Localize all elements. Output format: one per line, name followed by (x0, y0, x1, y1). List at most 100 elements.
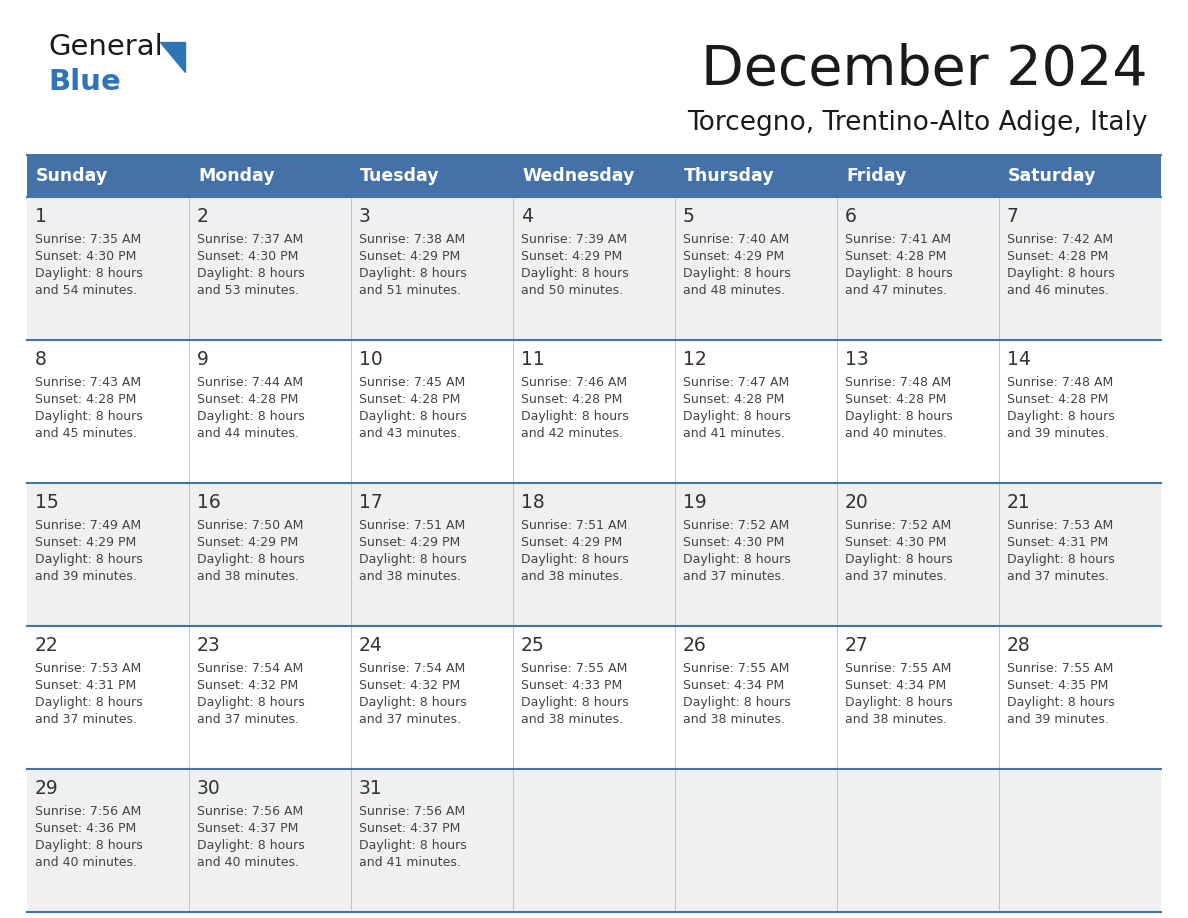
Text: Daylight: 8 hours: Daylight: 8 hours (34, 553, 143, 566)
Text: Daylight: 8 hours: Daylight: 8 hours (845, 410, 953, 423)
Text: Sunset: 4:28 PM: Sunset: 4:28 PM (197, 393, 298, 406)
Bar (999, 155, 1161, 197)
Text: Sunrise: 7:56 AM: Sunrise: 7:56 AM (34, 805, 141, 818)
Text: Daylight: 8 hours: Daylight: 8 hours (197, 696, 305, 709)
Text: and 38 minutes.: and 38 minutes. (197, 570, 299, 583)
Bar (27, 197, 1161, 340)
Text: 12: 12 (683, 350, 707, 369)
Bar (675, 155, 838, 197)
Text: 20: 20 (845, 493, 868, 512)
Text: Daylight: 8 hours: Daylight: 8 hours (1007, 553, 1114, 566)
Text: Daylight: 8 hours: Daylight: 8 hours (1007, 696, 1114, 709)
Text: and 37 minutes.: and 37 minutes. (1007, 570, 1110, 583)
Text: Sunset: 4:34 PM: Sunset: 4:34 PM (683, 679, 784, 692)
Text: 31: 31 (359, 779, 383, 798)
Text: and 42 minutes.: and 42 minutes. (522, 427, 623, 440)
Text: 25: 25 (522, 636, 545, 655)
Text: Sunrise: 7:51 AM: Sunrise: 7:51 AM (522, 519, 627, 532)
Text: Friday: Friday (846, 167, 906, 185)
Text: Sunrise: 7:49 AM: Sunrise: 7:49 AM (34, 519, 141, 532)
Text: and 38 minutes.: and 38 minutes. (359, 570, 461, 583)
Text: Daylight: 8 hours: Daylight: 8 hours (845, 267, 953, 280)
Text: Sunrise: 7:38 AM: Sunrise: 7:38 AM (359, 233, 466, 246)
Text: Sunset: 4:37 PM: Sunset: 4:37 PM (197, 822, 298, 835)
Text: 16: 16 (197, 493, 221, 512)
Text: Sunrise: 7:40 AM: Sunrise: 7:40 AM (683, 233, 789, 246)
Text: Sunrise: 7:45 AM: Sunrise: 7:45 AM (359, 376, 466, 389)
Text: Daylight: 8 hours: Daylight: 8 hours (683, 553, 791, 566)
Text: Sunset: 4:37 PM: Sunset: 4:37 PM (359, 822, 461, 835)
Text: Sunrise: 7:52 AM: Sunrise: 7:52 AM (683, 519, 789, 532)
Text: Sunset: 4:28 PM: Sunset: 4:28 PM (845, 250, 947, 263)
Text: and 39 minutes.: and 39 minutes. (34, 570, 137, 583)
Text: Wednesday: Wednesday (522, 167, 634, 185)
Text: 9: 9 (197, 350, 209, 369)
Text: 8: 8 (34, 350, 46, 369)
Text: Tuesday: Tuesday (360, 167, 440, 185)
Text: and 41 minutes.: and 41 minutes. (683, 427, 785, 440)
Text: and 47 minutes.: and 47 minutes. (845, 284, 947, 297)
Text: 10: 10 (359, 350, 383, 369)
Text: Daylight: 8 hours: Daylight: 8 hours (845, 696, 953, 709)
Text: 7: 7 (1007, 207, 1019, 226)
Text: Daylight: 8 hours: Daylight: 8 hours (34, 696, 143, 709)
Text: and 40 minutes.: and 40 minutes. (34, 856, 137, 869)
Text: Sunset: 4:28 PM: Sunset: 4:28 PM (34, 393, 137, 406)
Text: Daylight: 8 hours: Daylight: 8 hours (359, 839, 467, 852)
Text: 11: 11 (522, 350, 545, 369)
Text: Sunday: Sunday (36, 167, 108, 185)
Text: Sunset: 4:28 PM: Sunset: 4:28 PM (522, 393, 623, 406)
Text: and 37 minutes.: and 37 minutes. (359, 713, 461, 726)
Text: and 37 minutes.: and 37 minutes. (197, 713, 299, 726)
Text: Sunset: 4:29 PM: Sunset: 4:29 PM (522, 250, 623, 263)
Text: 18: 18 (522, 493, 545, 512)
Text: Sunrise: 7:51 AM: Sunrise: 7:51 AM (359, 519, 466, 532)
Text: Sunrise: 7:37 AM: Sunrise: 7:37 AM (197, 233, 303, 246)
Text: Sunrise: 7:54 AM: Sunrise: 7:54 AM (197, 662, 303, 675)
Text: Daylight: 8 hours: Daylight: 8 hours (1007, 410, 1114, 423)
Text: and 50 minutes.: and 50 minutes. (522, 284, 624, 297)
Bar (27, 483, 1161, 626)
Text: Sunset: 4:30 PM: Sunset: 4:30 PM (845, 536, 947, 549)
Text: and 51 minutes.: and 51 minutes. (359, 284, 461, 297)
Text: Sunrise: 7:55 AM: Sunrise: 7:55 AM (522, 662, 627, 675)
Text: and 45 minutes.: and 45 minutes. (34, 427, 137, 440)
Text: and 40 minutes.: and 40 minutes. (845, 427, 947, 440)
Text: and 46 minutes.: and 46 minutes. (1007, 284, 1108, 297)
Text: Sunset: 4:31 PM: Sunset: 4:31 PM (34, 679, 137, 692)
Text: Daylight: 8 hours: Daylight: 8 hours (1007, 267, 1114, 280)
Text: Sunset: 4:31 PM: Sunset: 4:31 PM (1007, 536, 1108, 549)
Text: 15: 15 (34, 493, 58, 512)
Text: Torcegno, Trentino-Alto Adige, Italy: Torcegno, Trentino-Alto Adige, Italy (688, 110, 1148, 136)
Text: Sunset: 4:30 PM: Sunset: 4:30 PM (197, 250, 298, 263)
Text: Sunrise: 7:39 AM: Sunrise: 7:39 AM (522, 233, 627, 246)
Bar (838, 155, 999, 197)
Bar (27, 626, 1161, 769)
Text: 6: 6 (845, 207, 857, 226)
Text: 22: 22 (34, 636, 58, 655)
Text: Daylight: 8 hours: Daylight: 8 hours (359, 696, 467, 709)
Text: Saturday: Saturday (1007, 167, 1097, 185)
Text: 19: 19 (683, 493, 707, 512)
Text: Sunrise: 7:55 AM: Sunrise: 7:55 AM (1007, 662, 1113, 675)
Text: Sunrise: 7:56 AM: Sunrise: 7:56 AM (197, 805, 303, 818)
Bar (27, 340, 1161, 483)
Text: 26: 26 (683, 636, 707, 655)
Text: Sunset: 4:36 PM: Sunset: 4:36 PM (34, 822, 137, 835)
Text: and 37 minutes.: and 37 minutes. (34, 713, 137, 726)
Text: Daylight: 8 hours: Daylight: 8 hours (197, 553, 305, 566)
Text: Sunrise: 7:48 AM: Sunrise: 7:48 AM (845, 376, 952, 389)
Text: Sunrise: 7:50 AM: Sunrise: 7:50 AM (197, 519, 303, 532)
Text: Sunset: 4:28 PM: Sunset: 4:28 PM (1007, 250, 1108, 263)
Text: Sunset: 4:29 PM: Sunset: 4:29 PM (359, 536, 460, 549)
Text: Sunset: 4:29 PM: Sunset: 4:29 PM (522, 536, 623, 549)
Text: and 39 minutes.: and 39 minutes. (1007, 713, 1108, 726)
Bar (27, 769, 1161, 912)
Text: Daylight: 8 hours: Daylight: 8 hours (197, 410, 305, 423)
Text: Blue: Blue (48, 68, 121, 96)
Text: Daylight: 8 hours: Daylight: 8 hours (683, 267, 791, 280)
Text: and 41 minutes.: and 41 minutes. (359, 856, 461, 869)
Text: Daylight: 8 hours: Daylight: 8 hours (359, 267, 467, 280)
Bar (189, 155, 350, 197)
Text: Daylight: 8 hours: Daylight: 8 hours (34, 267, 143, 280)
